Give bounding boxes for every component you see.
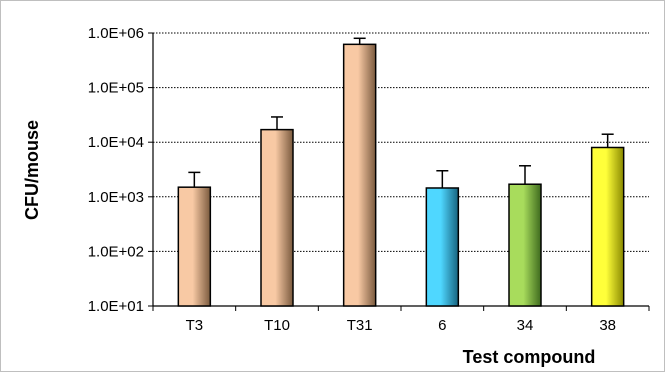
bar-34 <box>508 183 542 307</box>
bar-T31 <box>342 43 377 307</box>
y-tick-labels: 1.0E+01 1.0E+02 1.0E+03 1.0E+04 1.0E+05 1.0E+… <box>88 25 144 315</box>
y-tick-label: 1.0E+03 <box>88 189 144 206</box>
x-axis-title: Test compound <box>463 347 596 367</box>
axes <box>148 32 650 311</box>
x-tick-label: T3 <box>186 317 204 334</box>
bar-6 <box>425 187 460 307</box>
bar-T10 <box>260 128 294 307</box>
x-tick-label: T10 <box>264 317 290 334</box>
y-tick-label: 1.0E+02 <box>88 243 144 260</box>
y-tick-label: 1.0E+04 <box>88 134 144 151</box>
x-tick-label: 6 <box>438 317 446 334</box>
bar-38 <box>590 146 625 307</box>
y-tick-label: 1.0E+05 <box>88 80 144 97</box>
x-tick-labels: T3 T10 T31 6 34 38 <box>186 317 616 334</box>
y-tick-label: 1.0E+06 <box>88 25 144 42</box>
bars <box>177 43 625 307</box>
error-bars <box>188 37 614 188</box>
gridlines <box>153 32 649 252</box>
x-tick-label: T31 <box>347 317 373 334</box>
y-tick-label: 1.0E+01 <box>88 298 144 315</box>
x-tick-label: 34 <box>517 317 534 334</box>
y-axis-title: CFU/mouse <box>22 120 42 220</box>
x-tick-label: 38 <box>599 317 616 334</box>
bar-T3 <box>177 186 212 307</box>
